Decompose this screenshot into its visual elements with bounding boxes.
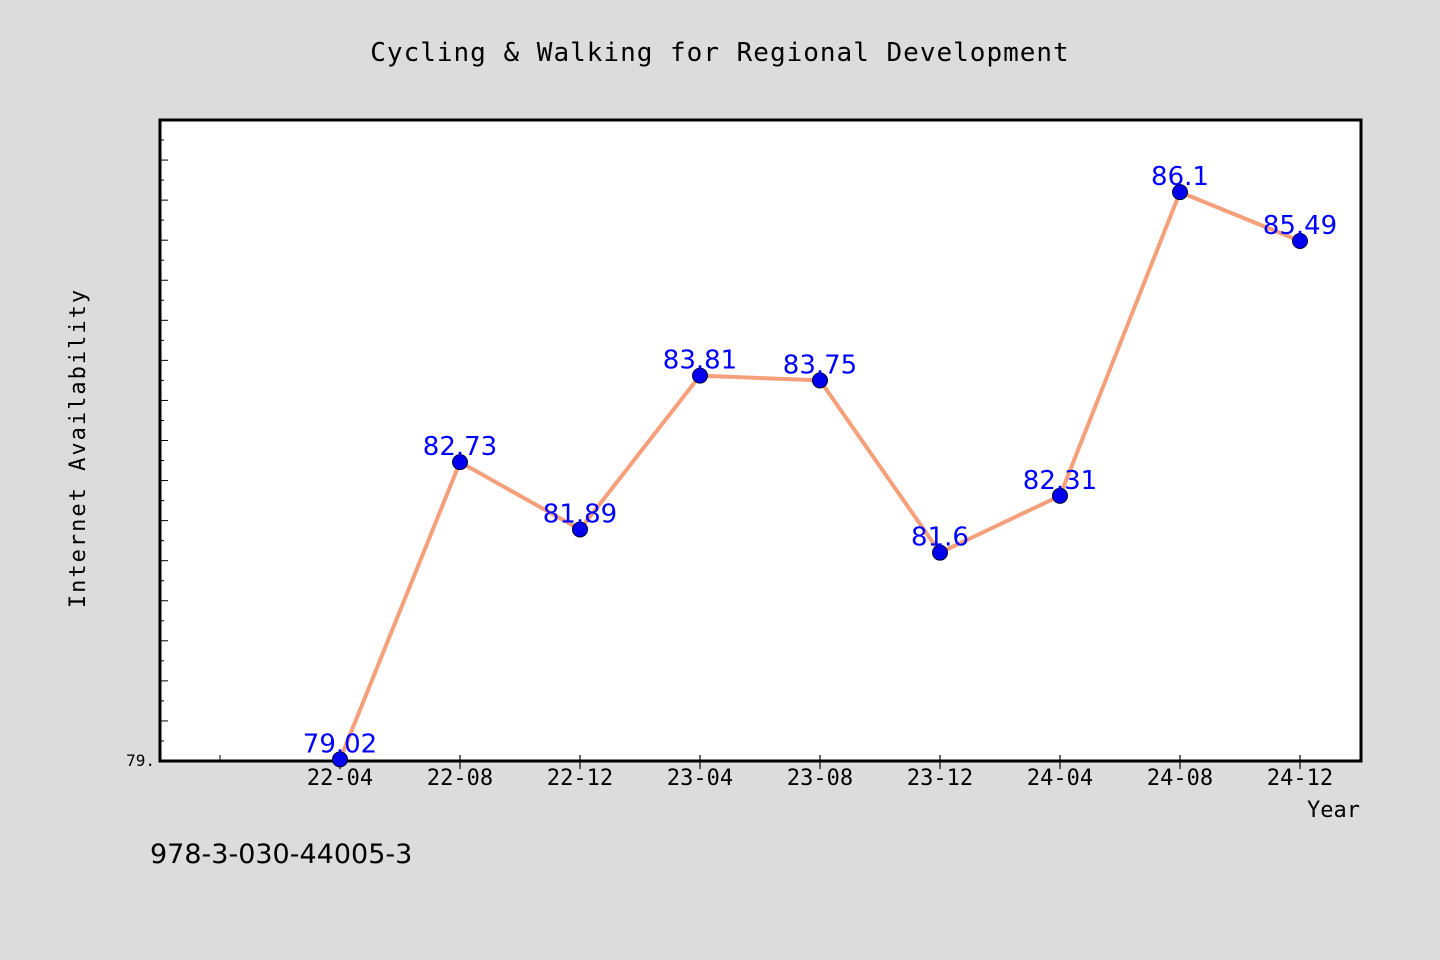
data-label: 82.31 [1023, 466, 1097, 496]
data-point [1292, 232, 1308, 249]
data-point [692, 367, 708, 384]
data-label: 81.6 [911, 523, 969, 553]
data-point [452, 454, 468, 471]
data-point [1172, 184, 1188, 201]
data-point [332, 751, 348, 768]
data-label: 86.1 [1151, 162, 1209, 192]
x-tick-label: 24-12 [1267, 766, 1333, 791]
series-group: 79.02 82.73 81.89 83.81 83.75 81.6 82.31 86.1 85… [303, 162, 1337, 768]
x-tick-label: 23-08 [787, 766, 853, 791]
x-tick-label: 22-08 [427, 766, 493, 791]
data-label: 83.75 [783, 350, 857, 380]
x-tick-label: 23-04 [667, 766, 733, 791]
x-tick-label: 23-12 [907, 766, 973, 791]
y-axis-label: Internet Availability [66, 288, 91, 608]
data-label: 83.81 [663, 346, 737, 376]
data-point [932, 544, 948, 561]
x-axis-label: Year [1307, 798, 1360, 823]
data-point [812, 372, 828, 389]
data-point [1052, 487, 1068, 504]
chart-title: Cycling & Walking for Regional Developme… [370, 38, 1069, 68]
x-axis-ticks: 22-04 22-08 22-12 23-04 23-08 23-12 24-04 24-08… [219, 755, 1333, 791]
data-point [572, 521, 588, 538]
plot-area [158, 118, 1363, 763]
data-label: 79.02 [303, 729, 377, 759]
x-tick-label: 22-04 [307, 766, 373, 791]
data-label: 81.89 [543, 499, 617, 529]
x-tick-label: 24-08 [1147, 766, 1213, 791]
data-label: 85.49 [1263, 211, 1337, 241]
x-tick-label: 24-04 [1027, 766, 1093, 791]
isbn-text: 978-3-030-44005-3 [150, 839, 412, 870]
x-tick-label: 22-12 [547, 766, 613, 791]
y-tick-label: 79. [126, 751, 155, 770]
y-axis-ticks [160, 119, 168, 762]
data-label: 82.73 [423, 432, 497, 462]
